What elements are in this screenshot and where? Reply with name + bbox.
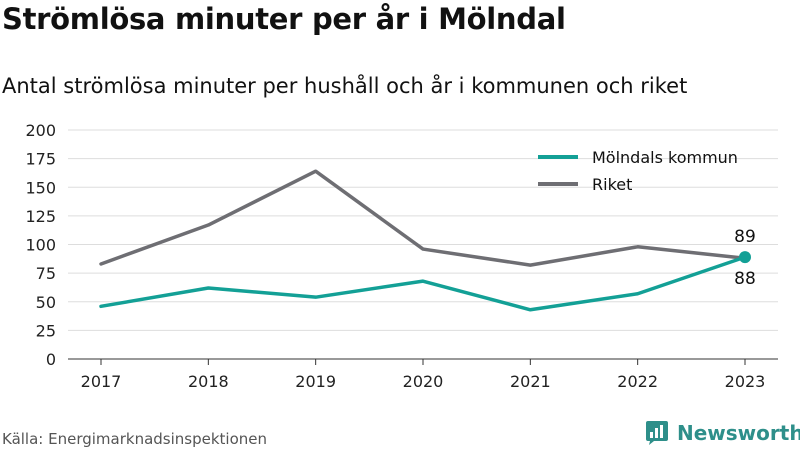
chart-title: Strömlösa minuter per år i Mölndal <box>2 2 566 36</box>
x-tick-label: 2017 <box>81 372 122 391</box>
y-tick-label: 100 <box>25 236 56 255</box>
brand-name: Newsworthy <box>677 421 800 445</box>
y-tick-label: 50 <box>36 293 56 312</box>
newsworthy-logo-icon <box>646 421 668 445</box>
series-line-molndal <box>99 255 747 312</box>
y-tick-label: 125 <box>25 207 56 226</box>
legend-label: Riket <box>592 175 632 194</box>
y-tick-label: 0 <box>46 350 56 369</box>
chart-subtitle: Antal strömlösa minuter per hushåll och … <box>2 74 688 98</box>
series-line-riket <box>99 169 747 267</box>
end-labels: 89 88 <box>734 227 756 289</box>
end-label-riket: 88 <box>734 269 756 289</box>
y-tick-label: 200 <box>25 121 56 140</box>
x-tick-label: 2021 <box>510 372 551 391</box>
x-tick-label: 2019 <box>295 372 336 391</box>
y-axis: 0 25 50 75 100 125 150 175 200 <box>25 121 56 369</box>
x-tick-label: 2022 <box>617 372 658 391</box>
source-note: Källa: Energimarknadsinspektionen <box>2 430 268 448</box>
end-point-molndal <box>739 251 751 264</box>
end-label-molndal: 89 <box>734 227 756 247</box>
y-tick-label: 150 <box>25 178 56 197</box>
x-tick-label: 2020 <box>403 372 444 391</box>
x-axis: 2017 2018 2019 2020 2021 2022 2023 <box>81 359 766 391</box>
x-tick-label: 2018 <box>188 372 229 391</box>
series-lines <box>99 169 751 312</box>
grid-lines <box>68 129 778 360</box>
legend-label: Mölndals kommun <box>592 148 738 167</box>
y-tick-label: 75 <box>36 264 56 283</box>
y-tick-label: 175 <box>25 150 56 169</box>
legend: Mölndals kommun Riket <box>538 148 738 194</box>
x-tick-label: 2023 <box>725 372 766 391</box>
y-tick-label: 25 <box>36 321 56 340</box>
brand-logo[interactable]: Newsworthy <box>645 420 800 446</box>
